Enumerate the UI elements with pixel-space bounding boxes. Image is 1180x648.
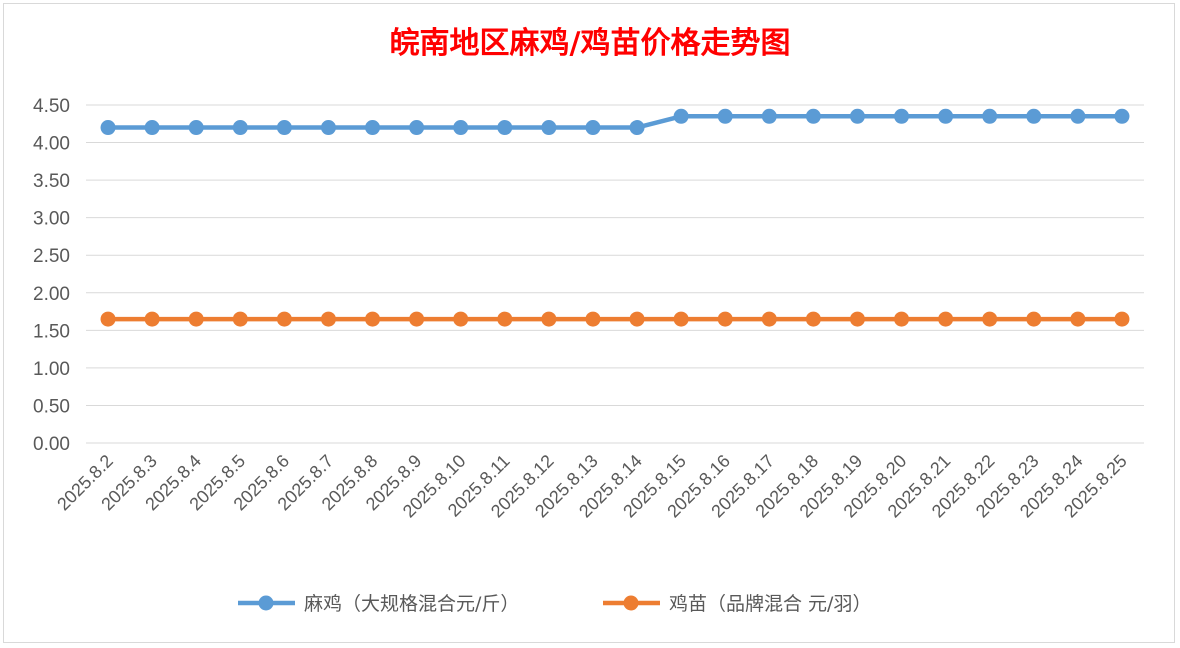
- data-point: [585, 311, 601, 327]
- y-tick-label: 1.00: [33, 359, 70, 380]
- data-point: [276, 311, 292, 327]
- data-point: [320, 311, 336, 327]
- gridlines: [86, 104, 1144, 444]
- data-point: [805, 108, 821, 124]
- data-point: [541, 120, 557, 136]
- y-tick-label: 0.50: [33, 396, 70, 417]
- legend-marker-chick: [623, 595, 639, 611]
- data-point: [232, 311, 248, 327]
- data-point: [585, 120, 601, 136]
- data-point: [453, 120, 469, 136]
- data-point: [497, 311, 513, 327]
- y-tick-label: 0.00: [33, 434, 70, 455]
- data-point: [629, 120, 645, 136]
- data-point: [541, 311, 557, 327]
- data-point: [673, 108, 689, 124]
- data-point: [453, 311, 469, 327]
- x-axis-ticks: 2025.8.22025.8.32025.8.42025.8.52025.8.6…: [53, 451, 1131, 522]
- y-tick-label: 3.50: [33, 171, 70, 192]
- data-point: [938, 108, 954, 124]
- data-point: [673, 311, 689, 327]
- data-point: [849, 311, 865, 327]
- data-point: [717, 311, 733, 327]
- data-point: [982, 311, 998, 327]
- data-point: [1114, 108, 1130, 124]
- data-point: [761, 311, 777, 327]
- data-point: [761, 108, 777, 124]
- data-point: [805, 311, 821, 327]
- data-point: [894, 311, 910, 327]
- series-line: [108, 114, 1122, 130]
- data-point: [1070, 108, 1086, 124]
- y-tick-label: 2.00: [33, 284, 70, 305]
- data-point: [365, 120, 381, 136]
- data-point: [320, 120, 336, 136]
- y-tick-label: 3.00: [33, 209, 70, 230]
- data-point: [276, 120, 292, 136]
- chart-title: 皖南地区麻鸡/鸡苗价格走势图: [390, 26, 791, 61]
- data-point: [849, 108, 865, 124]
- y-tick-label: 4.00: [33, 134, 70, 155]
- data-point: [232, 120, 248, 136]
- data-point: [1114, 311, 1130, 327]
- data-point: [365, 311, 381, 327]
- data-point: [409, 120, 425, 136]
- y-tick-label: 1.50: [33, 321, 70, 342]
- y-tick-label: 2.50: [33, 246, 70, 267]
- data-point: [1026, 311, 1042, 327]
- data-point: [144, 120, 160, 136]
- data-point: [188, 311, 204, 327]
- data-point: [1070, 311, 1086, 327]
- data-point: [1026, 108, 1042, 124]
- data-point: [717, 108, 733, 124]
- legend-label-machicken: 麻鸡（大规格混合元/斤）: [304, 593, 519, 615]
- data-point: [409, 311, 425, 327]
- data-point: [144, 311, 160, 327]
- data-point: [894, 108, 910, 124]
- legend: 麻鸡（大规格混合元/斤） 鸡苗（品牌混合 元/羽）: [238, 593, 871, 615]
- data-point: [629, 311, 645, 327]
- y-axis-ticks: 0.00 0.50 1.00 1.50 2.00 2.50 3.00 3.50 4.00 4.50: [33, 96, 70, 455]
- data-point: [938, 311, 954, 327]
- data-point: [100, 120, 116, 136]
- data-point: [188, 120, 204, 136]
- y-tick-label: 4.50: [33, 96, 70, 117]
- series-lines: [100, 108, 1130, 327]
- legend-marker-machicken: [258, 595, 274, 611]
- data-point: [100, 311, 116, 327]
- legend-label-chick: 鸡苗（品牌混合 元/羽）: [669, 593, 871, 615]
- data-point: [982, 108, 998, 124]
- data-point: [497, 120, 513, 136]
